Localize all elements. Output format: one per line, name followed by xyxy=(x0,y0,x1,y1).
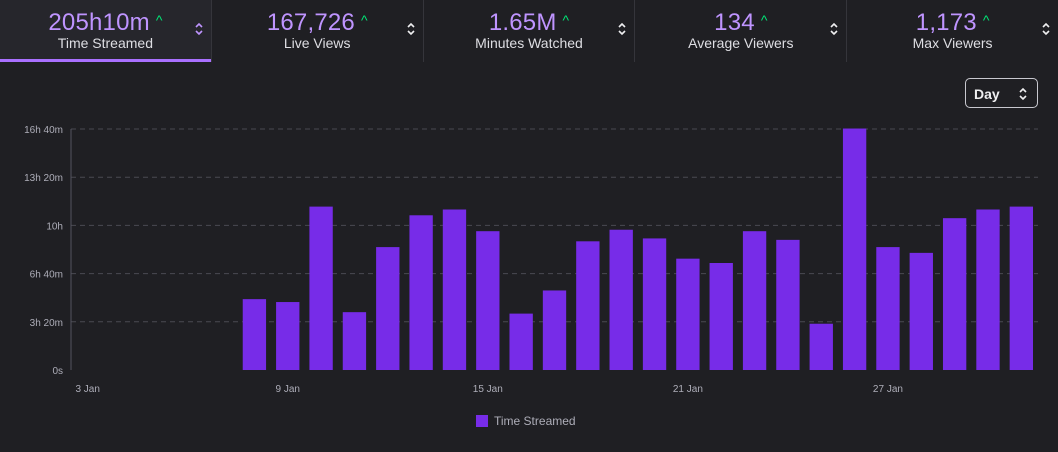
trend-up-icon: ^ xyxy=(760,12,768,28)
time-streamed-chart: 0s 3h 20m 6h 40m 10h 13h 20m 16h 40m 3 Jan 9 Ja… xyxy=(24,125,1038,395)
stat-value: 205h10m xyxy=(48,9,150,36)
stat-value: 134 xyxy=(714,9,755,36)
trend-up-icon: ^ xyxy=(155,12,163,28)
sort-arrows-icon[interactable] xyxy=(618,21,626,37)
x-tick-label: 21 Jan xyxy=(673,384,703,395)
bar xyxy=(642,238,667,370)
trend-up-icon: ^ xyxy=(982,12,990,28)
y-tick-label: 6h 40m xyxy=(30,270,63,281)
stat-average-viewers[interactable]: 134 ^ Average Viewers xyxy=(635,0,848,62)
sort-arrows-icon[interactable] xyxy=(830,21,838,37)
bar xyxy=(542,290,567,370)
sort-arrows-icon[interactable] xyxy=(407,21,415,37)
sort-arrows-icon[interactable] xyxy=(195,21,203,37)
bar xyxy=(909,252,933,370)
bar xyxy=(876,247,900,370)
bar xyxy=(376,247,400,370)
stat-value-row: 134 ^ xyxy=(635,6,846,36)
stat-label: Minutes Watched xyxy=(475,35,583,51)
bar xyxy=(842,128,867,370)
bar xyxy=(309,206,333,370)
bar xyxy=(476,231,500,370)
trend-up-icon: ^ xyxy=(562,12,570,28)
bar xyxy=(409,215,433,370)
stat-live-views[interactable]: 167,726 ^ Live Views xyxy=(212,0,424,62)
legend-swatch xyxy=(476,415,488,427)
bar xyxy=(242,299,267,370)
bar xyxy=(742,231,767,370)
stat-label: Live Views xyxy=(283,35,351,51)
stat-label: Max Viewers xyxy=(912,35,993,51)
active-tab-indicator xyxy=(0,59,211,62)
stat-value: 1.65M xyxy=(488,9,557,36)
stat-value-row: 205h10m ^ xyxy=(0,6,211,36)
stat-value: 1,173 xyxy=(915,9,977,36)
stat-value-row: 167,726 ^ xyxy=(212,6,423,36)
stat-label: Average Viewers xyxy=(688,35,794,51)
bar xyxy=(976,209,1000,370)
bar xyxy=(1009,206,1033,370)
stat-max-viewers[interactable]: 1,173 ^ Max Viewers xyxy=(847,0,1058,62)
y-tick-label: 13h 20m xyxy=(24,173,63,184)
stat-time-streamed[interactable]: 205h10m ^ Time Streamed xyxy=(0,0,212,62)
y-tick-label: 0s xyxy=(52,366,63,377)
bar xyxy=(809,323,833,370)
bar xyxy=(709,262,733,370)
select-arrows-icon xyxy=(1019,87,1027,101)
x-tick-label: 3 Jan xyxy=(75,384,99,395)
bar xyxy=(942,218,967,370)
chart-legend[interactable]: Time Streamed xyxy=(476,413,576,429)
bar xyxy=(342,312,367,370)
bar xyxy=(609,229,633,370)
x-tick-label: 15 Jan xyxy=(473,384,503,395)
stats-bar: 205h10m ^ Time Streamed 167,726 ^ Live Vie… xyxy=(0,0,1058,62)
bar xyxy=(509,313,533,370)
bar xyxy=(576,241,600,370)
stat-value-row: 1,173 ^ xyxy=(847,6,1058,36)
x-tick-label: 9 Jan xyxy=(276,384,300,395)
bar xyxy=(442,209,467,370)
stat-value: 167,726 xyxy=(266,9,355,36)
sort-arrows-icon[interactable] xyxy=(1042,21,1050,37)
y-tick-label: 16h 40m xyxy=(24,125,63,136)
interval-select-value: Day xyxy=(974,86,1000,102)
legend-label: Time Streamed xyxy=(494,414,576,428)
y-tick-label: 10h xyxy=(46,221,63,232)
stat-minutes-watched[interactable]: 1.65M ^ Minutes Watched xyxy=(424,0,636,62)
bar xyxy=(276,302,300,370)
stat-label: Time Streamed xyxy=(57,35,153,51)
bar xyxy=(776,239,800,370)
x-tick-label: 27 Jan xyxy=(873,384,903,395)
y-tick-label: 3h 20m xyxy=(30,318,63,329)
trend-up-icon: ^ xyxy=(360,12,368,28)
stat-value-row: 1.65M ^ xyxy=(424,6,635,36)
bar xyxy=(676,258,700,370)
interval-select[interactable]: Day xyxy=(965,78,1038,108)
